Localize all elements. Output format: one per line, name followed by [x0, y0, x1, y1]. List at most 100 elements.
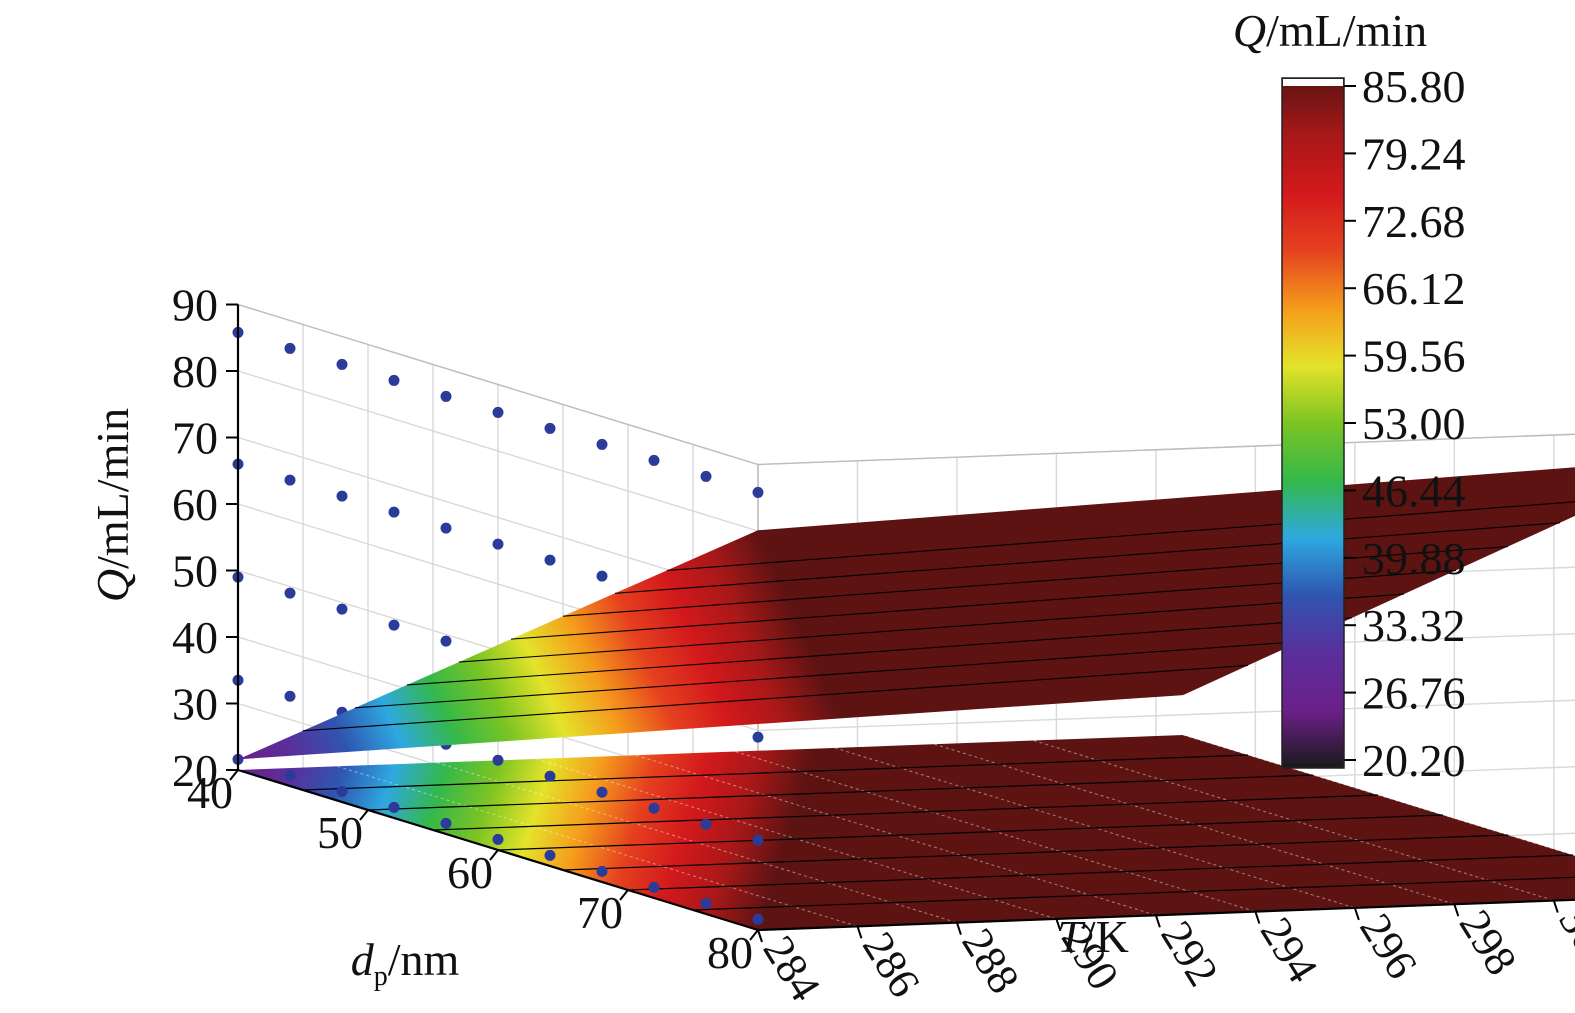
z-tick-label: 50 — [172, 546, 218, 597]
projection-point — [284, 690, 296, 702]
y-tick — [749, 929, 759, 941]
x-tick-label: 298 — [1450, 902, 1527, 984]
projection-point — [596, 786, 608, 798]
colorbar-tick-label: 59.56 — [1362, 331, 1466, 382]
x-tick-label: 288 — [952, 920, 1029, 1002]
y-tick-label: 60 — [447, 847, 493, 898]
projection-point — [648, 881, 660, 893]
projection-point — [544, 554, 556, 566]
y-tick-label: 70 — [577, 887, 623, 938]
projection-point — [440, 635, 452, 647]
projection-point — [648, 802, 660, 814]
projection-point — [284, 769, 296, 781]
grid-line-right-wall — [757, 699, 1575, 732]
x-tick — [1552, 900, 1559, 913]
floor-contour-line — [432, 794, 1379, 831]
svg-text:Q/mL/min: Q/mL/min — [87, 408, 138, 602]
colorbar-tick-label: 20.20 — [1362, 735, 1466, 786]
z-tick-label: 90 — [172, 280, 218, 331]
x-tick-label-group: 300 — [1549, 898, 1575, 980]
x-axis-title: T/K — [1057, 911, 1129, 962]
projection-point — [544, 770, 556, 782]
surface-contour-line — [302, 664, 1249, 732]
x-tick — [856, 925, 863, 939]
x-tick-label-group: 292 — [1151, 913, 1228, 995]
projection-point — [284, 474, 296, 486]
x-tick — [1254, 911, 1261, 924]
y-tick — [489, 849, 499, 861]
x-tick-label-group: 288 — [952, 920, 1029, 1002]
floor-projection-fill — [238, 735, 1575, 930]
projection-point — [648, 454, 660, 466]
surface-contour-line — [354, 641, 1301, 709]
projection-point — [388, 801, 400, 813]
projection-point — [388, 619, 400, 631]
floor-contour-line — [562, 834, 1509, 871]
svg-text:T/K: T/K — [1057, 911, 1129, 962]
box-edge — [237, 303, 759, 466]
colorbar-bar — [1281, 77, 1345, 769]
projection-point — [336, 603, 348, 615]
floor-contour-line — [367, 774, 1314, 811]
y-tick-label: 80 — [707, 927, 753, 978]
y-tick-label: 50 — [317, 807, 363, 858]
floor-contour-line — [627, 854, 1574, 891]
colorbar-tick-label: 46.44 — [1362, 465, 1466, 516]
surface-contour-line — [614, 522, 1561, 594]
surface-contour-line — [406, 617, 1353, 686]
colorbar-tick-label: 79.24 — [1362, 128, 1466, 179]
projection-point — [492, 538, 504, 550]
svg-text:Q/mL/min: Q/mL/min — [1233, 5, 1427, 56]
z-tick-label: 70 — [172, 413, 218, 464]
projection-point — [752, 913, 764, 925]
projection-point — [492, 754, 504, 766]
x-tick-label: 286 — [853, 924, 930, 1006]
colorbar-tick-label: 33.32 — [1362, 600, 1466, 651]
floor-contour-line — [497, 814, 1444, 851]
x-tick-label-group: 296 — [1350, 905, 1427, 987]
x-tick-label: 300 — [1549, 898, 1575, 980]
y-tick — [359, 809, 369, 821]
box-edge — [757, 433, 1575, 466]
projection-point — [492, 833, 504, 845]
x-tick-label-group: 294 — [1251, 909, 1328, 991]
projection-point — [440, 390, 452, 402]
projection-point — [388, 506, 400, 518]
z-axis-title: Q/mL/min — [87, 408, 138, 602]
y-tick-label: 40 — [187, 767, 233, 818]
z-tick-label: 60 — [172, 479, 218, 530]
surface-contour-line — [458, 593, 1405, 663]
x-tick-label-group: 284 — [754, 927, 831, 1009]
projection-point — [752, 731, 764, 743]
projection-point — [700, 470, 712, 482]
x-tick — [1353, 907, 1360, 921]
z-tick-label: 20 — [172, 745, 218, 796]
projection-point — [388, 374, 400, 386]
x-tick — [955, 922, 962, 935]
x-tick — [757, 929, 763, 943]
projection-point — [700, 897, 712, 909]
x-tick — [1055, 918, 1062, 932]
x-axis-line — [757, 898, 1575, 932]
colorbar-tick-label: 26.76 — [1362, 668, 1466, 719]
projection-point — [440, 522, 452, 534]
projection-point — [752, 834, 764, 846]
floor-contour-line — [302, 754, 1249, 791]
floor-contour-line — [692, 876, 1575, 911]
y-tick — [619, 889, 629, 901]
x-tick-label: 284 — [754, 927, 831, 1009]
projection-point — [596, 570, 608, 582]
y-tick — [229, 769, 239, 781]
colorbar-tick-label: 39.88 — [1362, 533, 1466, 584]
x-tick-label: 292 — [1151, 913, 1228, 995]
projection-point — [596, 438, 608, 450]
z-tick-label: 40 — [172, 612, 218, 663]
z-tick-label: 30 — [172, 679, 218, 730]
projection-point — [752, 486, 764, 498]
projection-point — [284, 342, 296, 354]
surface-contour-line — [666, 501, 1575, 571]
y-axis-title: dp/nm — [351, 934, 460, 992]
colorbar-top-cap — [1283, 79, 1343, 86]
surface-fill — [238, 467, 1575, 760]
x-tick — [1154, 914, 1161, 928]
